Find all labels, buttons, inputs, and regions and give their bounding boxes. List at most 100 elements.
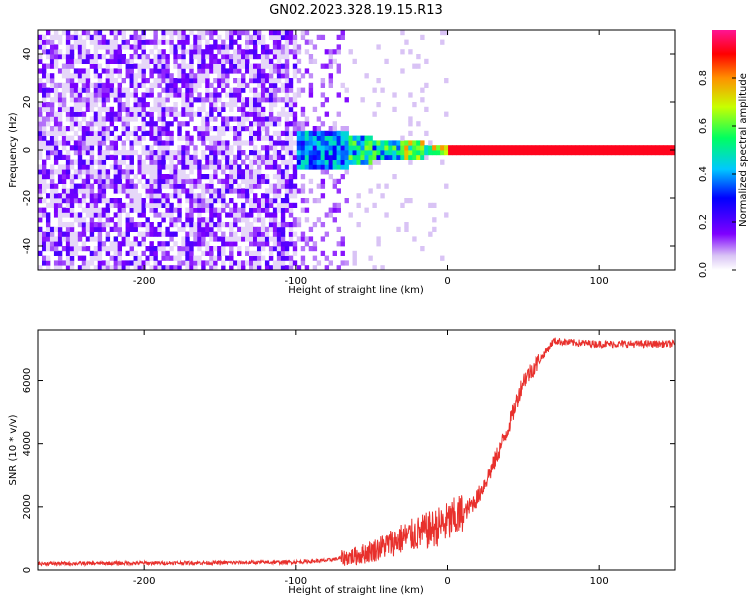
spectrogram-cell [181, 236, 186, 242]
spectrogram-cell [141, 202, 146, 208]
spectrogram-cell [97, 265, 103, 270]
spectrogram-cell [264, 44, 270, 50]
spectrogram-cell [161, 102, 166, 108]
spectrogram-cell [288, 121, 294, 127]
spectrogram-cell [189, 222, 194, 228]
spectrogram-cell [463, 150, 469, 156]
spectrogram-cell [109, 116, 115, 122]
spectrogram-cell [197, 178, 202, 184]
spectrogram-cell [308, 87, 314, 93]
spectrogram-cell [49, 241, 55, 247]
spectrogram-cell [344, 135, 349, 141]
spectrogram-cell [105, 260, 111, 266]
spectrogram-cell [280, 54, 286, 60]
spectrogram-cell [288, 87, 294, 93]
spectrogram-cell [288, 130, 294, 136]
spectrogram-cell [328, 54, 334, 60]
spectrogram-cell [105, 68, 111, 74]
spectrogram-cell [380, 140, 385, 146]
spectrogram-cell [344, 169, 349, 175]
spectrogram-cell [408, 116, 413, 122]
spectrogram-cell [280, 226, 286, 232]
spectrogram-cell [177, 159, 182, 165]
spectrogram-cell [296, 68, 302, 74]
spectrogram-cell [105, 236, 111, 242]
spectrogram-cell [161, 34, 166, 40]
spectrogram-cell [308, 54, 314, 60]
spectrogram-cell [272, 241, 278, 247]
spectrogram-cell [288, 174, 294, 180]
spectrogram-cell [189, 231, 194, 237]
spectrogram-cell [45, 246, 51, 252]
spectrogram-cell [101, 260, 107, 266]
spectrogram-cell [328, 154, 334, 160]
spectrogram-cell [145, 92, 150, 98]
spectrogram-cell [249, 39, 254, 45]
spectrogram-cell [241, 87, 246, 93]
spectrogram-cell [217, 135, 222, 141]
spectrogram-cell [49, 49, 55, 55]
spectrogram-cell [225, 68, 230, 74]
spectrogram-cell [260, 207, 266, 213]
spectrogram-cell [113, 135, 119, 141]
spectrogram-cell [81, 193, 87, 199]
spectrogram-cell [205, 63, 210, 69]
spectrogram-cell [237, 207, 242, 213]
spectrogram-cell [388, 145, 393, 151]
spectrogram-cell [320, 154, 326, 160]
spectrogram-cell [252, 30, 258, 36]
spectrogram-cell [93, 44, 99, 50]
spectrogram-cell [137, 39, 142, 45]
spectrogram-cell [591, 145, 596, 151]
spectrogram-cell [233, 54, 238, 60]
spectrogram-cell [376, 44, 381, 50]
spectrogram-cell [69, 135, 75, 141]
spectrogram-cell [209, 226, 214, 232]
spectrogram-cell [73, 169, 79, 175]
spectrogram-cell [109, 39, 115, 45]
spectrogram-cell [241, 102, 246, 108]
spectrogram-cell [209, 183, 214, 189]
spectrogram-cell [340, 164, 345, 170]
spectrogram-cell [209, 202, 214, 208]
spectrogram-cell [81, 111, 87, 117]
spectrogram-cell [177, 87, 182, 93]
spectrogram-cell [256, 121, 262, 127]
spectrogram-cell [304, 49, 310, 55]
spectrogram-cell [268, 188, 274, 194]
spectrogram-cell [237, 116, 242, 122]
spectrogram-cell [280, 30, 286, 36]
spectrogram-cell [193, 241, 198, 247]
spectrogram-cell [260, 49, 266, 55]
spectrogram-cell [205, 87, 210, 93]
spectrogram-cell [213, 212, 218, 218]
spectrogram-cell [77, 154, 83, 160]
spectrogram-cell [105, 217, 111, 223]
spectrogram-cell [288, 265, 294, 270]
spectrogram-cell [105, 39, 111, 45]
spectrogram-cell [45, 265, 51, 270]
spectrogram-cell [213, 145, 218, 151]
spectrogram-cell [260, 116, 266, 122]
spectrogram-cell [185, 212, 190, 218]
spectrogram-cell [181, 58, 186, 64]
spectrogram-cell [340, 30, 345, 36]
spectrogram-cell [69, 49, 75, 55]
spectrogram-cell [300, 30, 306, 36]
spectrogram-cell [245, 140, 250, 146]
spectrogram-cell [197, 135, 202, 141]
spectrogram-cell [292, 121, 298, 127]
spectrogram-cell [336, 164, 341, 170]
chart-title: GN02.2023.328.19.15.R13 [269, 3, 443, 18]
spectrogram-cell [667, 150, 672, 156]
spectrogram-cell [57, 97, 63, 103]
spectrogram-cell [213, 140, 218, 146]
spectrogram-cell [185, 193, 190, 199]
spectrogram-cell [225, 154, 230, 160]
spectrogram-cell [141, 130, 146, 136]
spectrogram-cell [49, 226, 55, 232]
spectrogram-cell [264, 73, 270, 79]
spectrogram-cell [272, 188, 278, 194]
spectrogram-cell [225, 49, 230, 55]
spectrogram-cell [153, 54, 158, 60]
